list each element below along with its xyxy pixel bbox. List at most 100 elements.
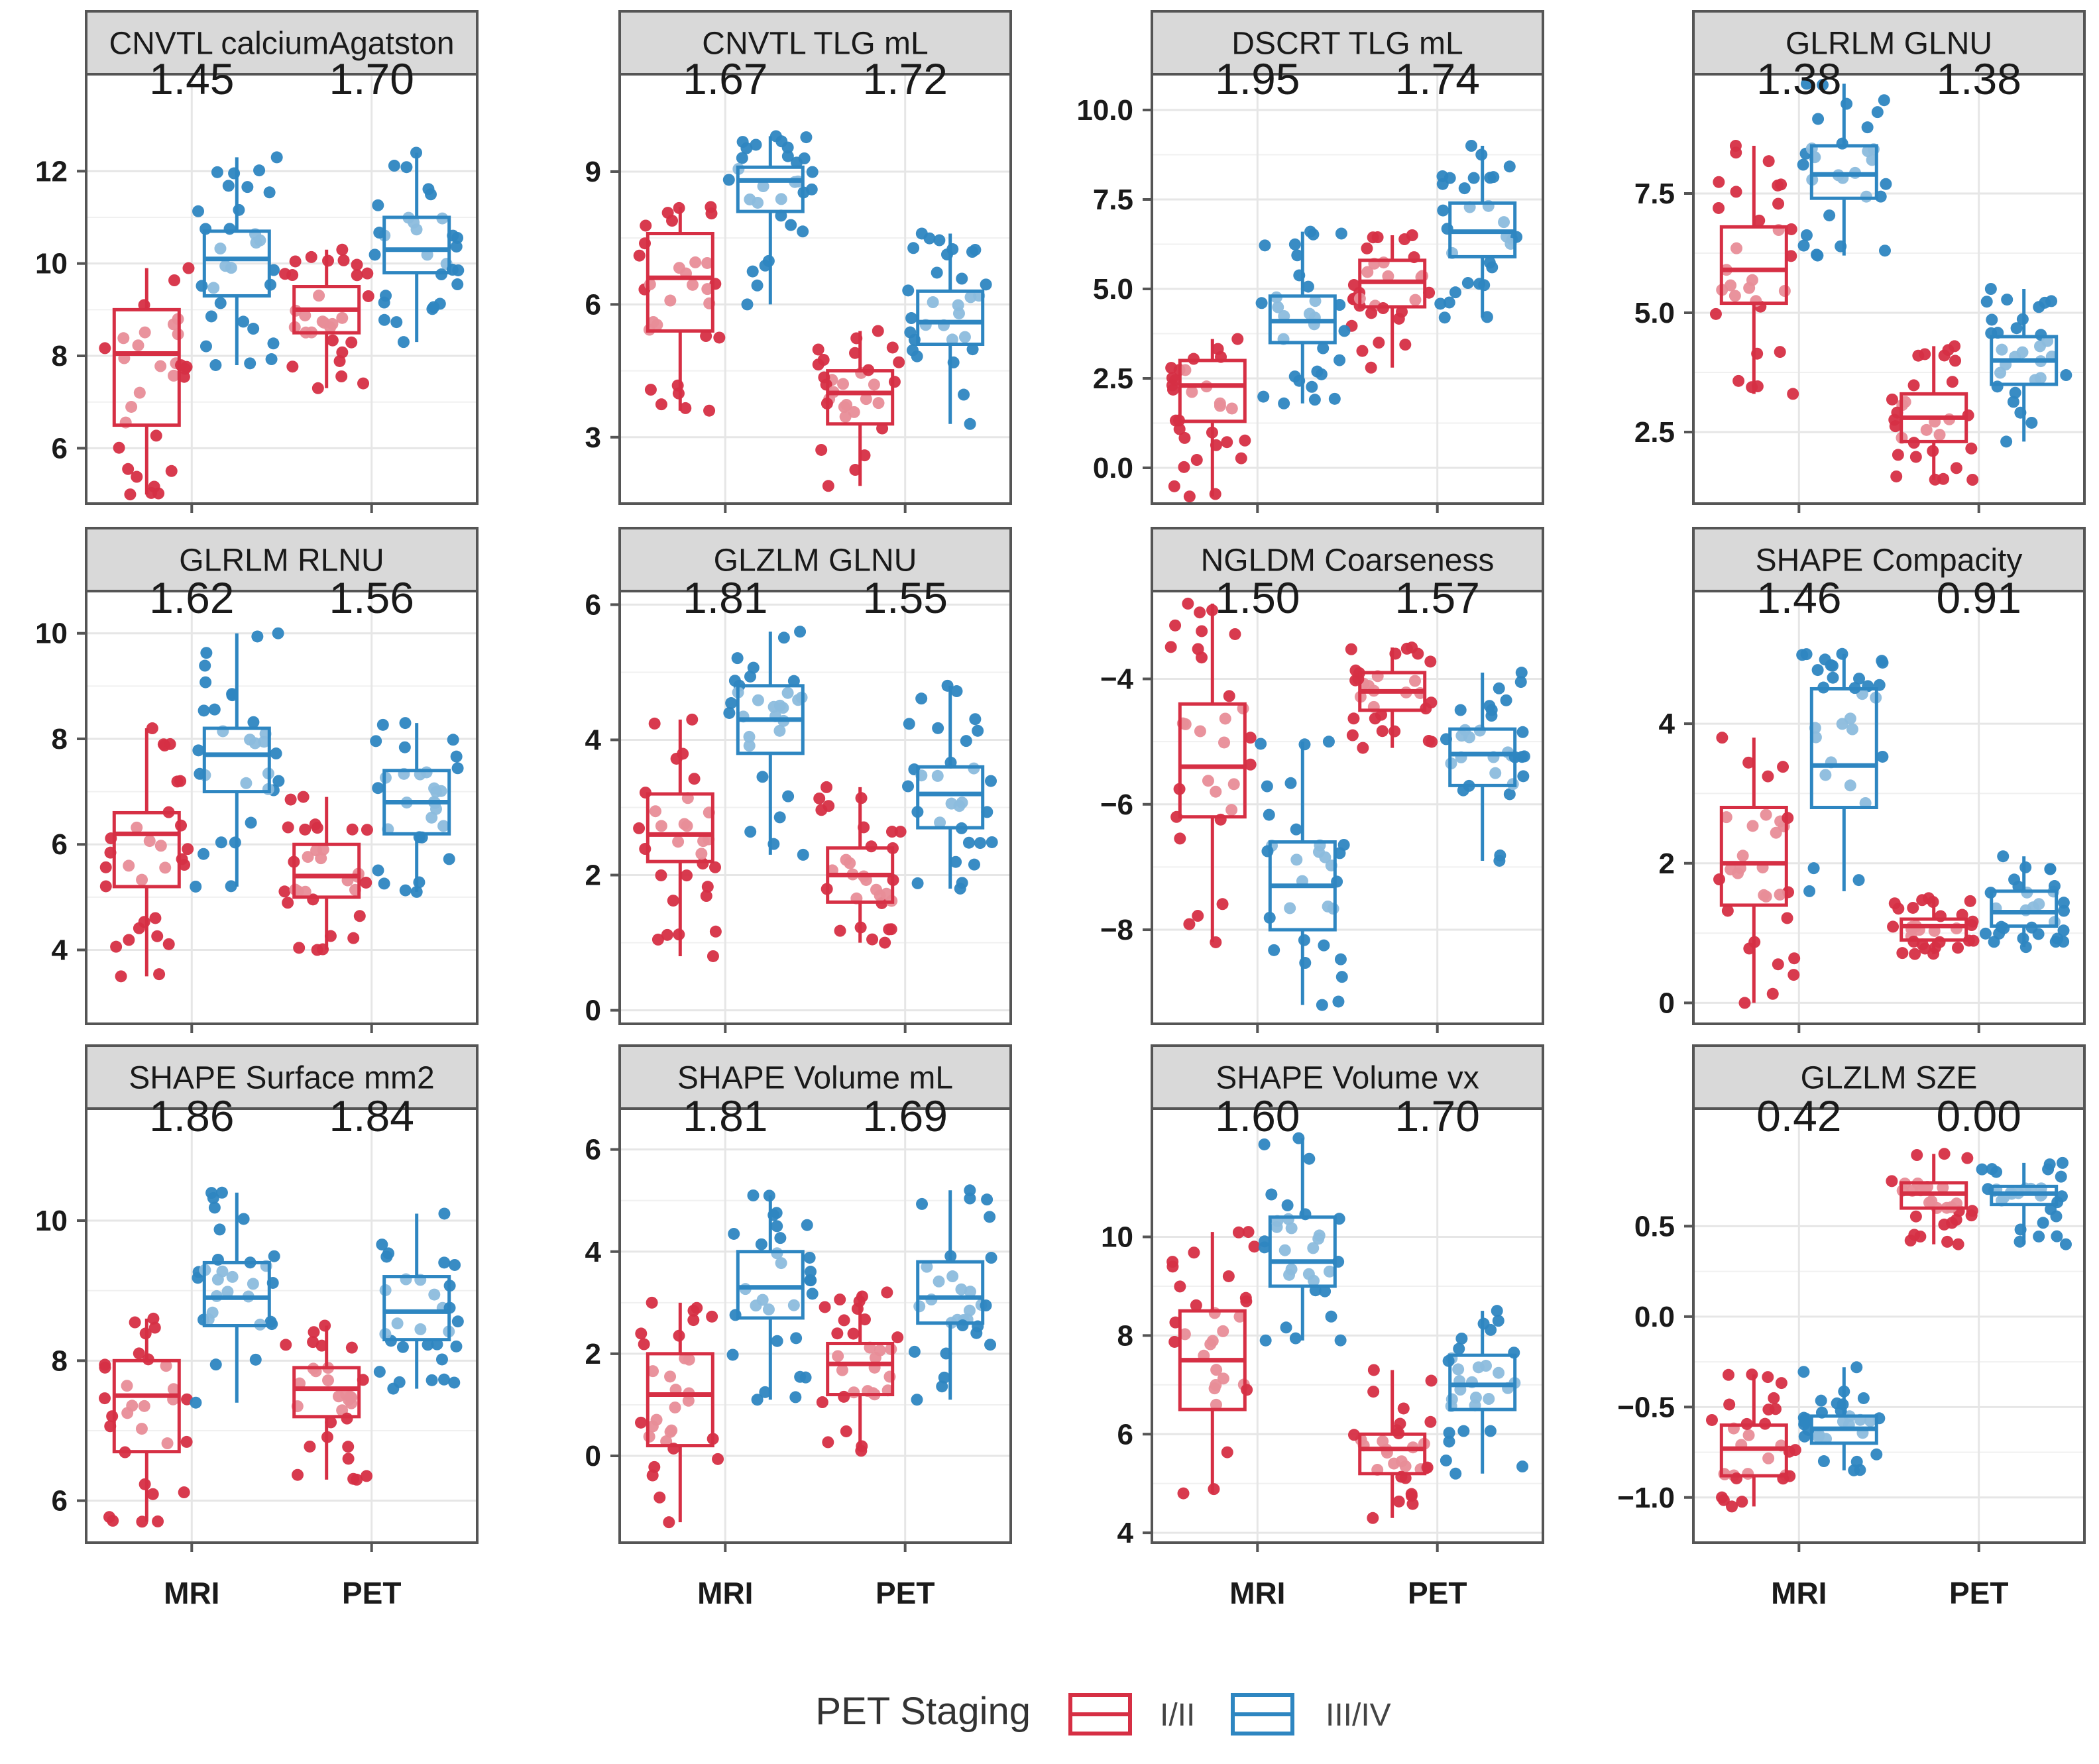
- data-point: [736, 136, 749, 148]
- data-point: [1412, 647, 1424, 660]
- data-point: [380, 290, 392, 302]
- data-point: [950, 855, 962, 868]
- data-point: [785, 219, 797, 231]
- y-tick-label: 8: [52, 723, 68, 755]
- data-point: [946, 243, 959, 256]
- data-point: [1844, 779, 1856, 792]
- data-point: [822, 1436, 834, 1449]
- data-point: [655, 398, 667, 411]
- box-iii-iv-mri: [1797, 1361, 1886, 1476]
- data-point: [347, 932, 360, 944]
- data-point: [431, 1338, 443, 1351]
- data-point: [1190, 1299, 1202, 1311]
- data-point: [233, 203, 245, 216]
- data-point: [1774, 346, 1786, 358]
- y-tick-label: 2: [1659, 848, 1675, 880]
- data-point: [849, 464, 862, 476]
- data-point: [790, 1332, 803, 1345]
- data-point: [299, 885, 312, 898]
- data-point: [451, 278, 464, 291]
- data-point: [305, 250, 317, 263]
- data-point: [771, 1335, 783, 1347]
- data-point: [297, 791, 310, 803]
- data-point: [1994, 366, 2007, 379]
- panel-header-cnvtl-calciumagatston: [85, 10, 479, 76]
- annotation-value: 1.60: [1215, 1091, 1300, 1140]
- box-i-ii-pet: [1347, 1364, 1438, 1524]
- data-point: [1988, 936, 2000, 948]
- data-point: [1933, 429, 1946, 441]
- data-point: [123, 859, 135, 872]
- data-point: [869, 1351, 881, 1364]
- data-point: [707, 950, 719, 962]
- y-tick-label: 5.0: [1093, 273, 1133, 305]
- data-point: [903, 718, 915, 730]
- annotation-value: 1.84: [329, 1091, 414, 1140]
- data-point: [1465, 140, 1477, 152]
- box-iii-iv-pet: [908, 1184, 997, 1406]
- data-point: [1174, 1280, 1186, 1293]
- data-point: [1730, 242, 1743, 254]
- data-point: [789, 1391, 802, 1404]
- data-point: [289, 255, 302, 268]
- data-point: [1817, 1455, 1830, 1468]
- data-point: [152, 487, 165, 500]
- data-point: [313, 290, 325, 302]
- data-point: [422, 1339, 434, 1351]
- y-tick-label: 8: [1117, 1319, 1133, 1352]
- data-point: [1285, 1263, 1298, 1276]
- data-point: [178, 1486, 190, 1499]
- y-tick-label: 0: [585, 995, 601, 1027]
- data-point: [317, 844, 329, 856]
- data-point: [1920, 423, 1933, 436]
- data-point: [340, 1388, 353, 1401]
- box-i-ii-pet: [1345, 641, 1438, 754]
- box-i-ii-pet: [279, 243, 374, 394]
- data-point: [946, 1270, 959, 1283]
- box-i-ii-mri: [99, 262, 195, 501]
- data-point: [1338, 325, 1351, 337]
- data-point: [856, 1440, 868, 1453]
- data-point: [1966, 1205, 1978, 1217]
- data-point: [1398, 233, 1411, 246]
- data-point: [451, 762, 464, 775]
- data-point: [361, 267, 374, 280]
- box-iii-iv-mri: [192, 151, 283, 371]
- panel-border: [618, 1107, 1012, 1544]
- data-point: [450, 1340, 463, 1352]
- data-point: [1723, 1398, 1736, 1411]
- data-point: [208, 1201, 221, 1214]
- data-point: [342, 1453, 355, 1465]
- data-point: [819, 1301, 831, 1313]
- box-iqr: [1719, 806, 1788, 907]
- data-point: [270, 747, 282, 760]
- y-tick-label: 4: [1117, 1517, 1134, 1549]
- data-point: [1483, 1393, 1495, 1406]
- data-point: [969, 713, 982, 726]
- data-point: [1876, 656, 1889, 669]
- data-point: [1190, 454, 1203, 467]
- data-point: [154, 360, 167, 372]
- box-i-ii-pet: [280, 1319, 373, 1486]
- data-point: [648, 717, 661, 730]
- legend-label-iii-iv: III/IV: [1326, 1698, 1391, 1733]
- data-point: [838, 401, 850, 413]
- data-point: [372, 199, 384, 211]
- data-point: [1255, 738, 1267, 750]
- data-point: [1493, 682, 1505, 694]
- data-point: [1850, 1361, 1863, 1374]
- box-iqr: [826, 1341, 895, 1397]
- data-point: [2042, 1163, 2055, 1176]
- box-i-ii-mri: [1165, 333, 1251, 503]
- data-point: [1357, 742, 1369, 754]
- data-point: [198, 704, 210, 717]
- data-point: [282, 897, 294, 909]
- data-point: [1183, 918, 1196, 930]
- data-point: [1425, 1374, 1438, 1387]
- data-point: [1713, 201, 1725, 214]
- data-point: [816, 1396, 828, 1409]
- data-point: [741, 298, 754, 311]
- data-point: [904, 326, 917, 339]
- data-point: [908, 1345, 921, 1358]
- data-point: [1457, 1425, 1470, 1437]
